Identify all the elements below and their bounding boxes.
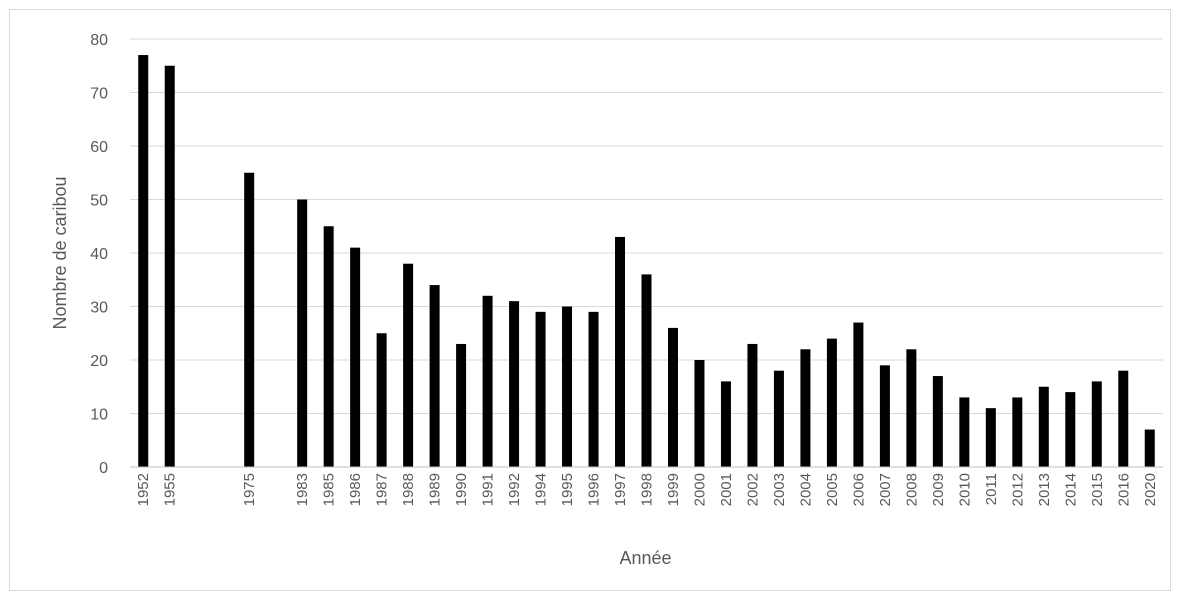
bar-1987 <box>376 333 387 467</box>
y-tick-label: 0 <box>99 460 108 477</box>
x-tick-label: 1987 <box>374 473 391 506</box>
x-tick-label: 1992 <box>506 473 523 506</box>
x-tick-label: 1985 <box>321 473 338 506</box>
bar-1998 <box>641 274 652 467</box>
x-tick-label: 2020 <box>1142 473 1159 506</box>
x-tick-label: 2007 <box>877 473 894 506</box>
bar-2000 <box>694 360 705 467</box>
x-tick-label: 2011 <box>983 473 1000 505</box>
bar-2009 <box>932 376 943 467</box>
bar-1986 <box>350 247 361 467</box>
bar-1994 <box>535 311 546 467</box>
x-tick-label: 2016 <box>1115 473 1132 506</box>
bar-2014 <box>1065 392 1076 467</box>
bar-1990 <box>456 343 467 467</box>
bar-1999 <box>667 327 678 467</box>
y-tick-label: 80 <box>90 32 108 49</box>
chart-frame <box>9 9 1171 591</box>
bar-1955 <box>164 65 175 467</box>
bar-2005 <box>826 338 837 467</box>
bar-2001 <box>720 381 731 467</box>
bar-1952 <box>138 55 149 468</box>
bar-1988 <box>403 263 414 467</box>
x-tick-label: 1999 <box>665 473 682 506</box>
bar-2006 <box>853 322 864 467</box>
bar-1997 <box>615 236 626 467</box>
bar-1985 <box>323 226 334 467</box>
bar-1996 <box>588 311 599 467</box>
bar-2012 <box>1012 397 1023 467</box>
bar-2008 <box>906 349 917 467</box>
x-tick-label: 1995 <box>559 473 576 506</box>
x-tick-label: 2000 <box>691 473 708 506</box>
y-tick-label: 60 <box>90 139 108 156</box>
x-tick-label: 2001 <box>718 473 735 506</box>
x-axis-tick-labels: 1952 1955 1975 1983 1985 1986 1987 1988 1989 1990… <box>135 473 1159 506</box>
x-tick-label: 1990 <box>453 473 470 506</box>
y-tick-label: 10 <box>90 407 108 424</box>
bar-2016 <box>1118 370 1129 467</box>
y-tick-label: 40 <box>90 246 108 263</box>
x-tick-label: 1955 <box>162 473 179 506</box>
x-tick-label: 2002 <box>744 473 761 506</box>
x-tick-label: 2010 <box>956 473 973 506</box>
x-tick-label: 2012 <box>1009 473 1026 506</box>
bar-1975 <box>244 172 255 467</box>
y-axis-title: Nombre de caribou <box>50 176 70 329</box>
bar-2015 <box>1091 381 1102 467</box>
x-tick-label: 1952 <box>135 473 152 506</box>
bar-2002 <box>747 343 758 467</box>
x-tick-label: 2008 <box>903 473 920 506</box>
bar-1992 <box>509 301 520 467</box>
x-tick-label: 1998 <box>639 473 656 506</box>
bar-1983 <box>297 199 308 467</box>
x-tick-label: 1988 <box>400 473 417 506</box>
x-tick-label: 1994 <box>533 473 550 506</box>
bar-1991 <box>482 295 493 467</box>
bar-2013 <box>1038 386 1049 467</box>
x-tick-label: 2013 <box>1036 473 1053 506</box>
bars <box>138 55 1155 468</box>
x-tick-label: 2014 <box>1062 473 1079 506</box>
y-tick-label: 20 <box>90 353 108 370</box>
x-tick-label: 1997 <box>612 473 629 506</box>
bar-2003 <box>773 370 784 467</box>
bar-2004 <box>800 349 811 467</box>
x-tick-label: 1989 <box>427 473 444 506</box>
x-tick-label: 2015 <box>1089 473 1106 506</box>
bar-2007 <box>879 365 890 467</box>
x-tick-label: 2005 <box>824 473 841 506</box>
x-axis-title: Année <box>619 548 671 568</box>
x-tick-label: 2006 <box>850 473 867 506</box>
y-tick-label: 70 <box>90 86 108 103</box>
y-tick-label: 50 <box>90 193 108 210</box>
x-tick-label: 1986 <box>347 473 364 506</box>
bar-1995 <box>562 306 573 467</box>
bar-2011 <box>985 408 996 467</box>
bar-2020 <box>1144 429 1155 467</box>
bar-1989 <box>429 285 440 467</box>
x-tick-label: 1991 <box>480 473 497 506</box>
bar-2010 <box>959 397 970 467</box>
x-tick-label: 2004 <box>797 473 814 506</box>
x-tick-label: 2003 <box>771 473 788 506</box>
x-tick-label: 1996 <box>586 473 603 506</box>
y-axis-tick-labels: 0 10 20 30 40 50 60 70 80 <box>90 32 108 477</box>
x-tick-label: 1975 <box>241 473 258 506</box>
x-tick-label: 1983 <box>294 473 311 506</box>
y-tick-label: 30 <box>90 300 108 317</box>
x-tick-label: 2009 <box>930 473 947 506</box>
